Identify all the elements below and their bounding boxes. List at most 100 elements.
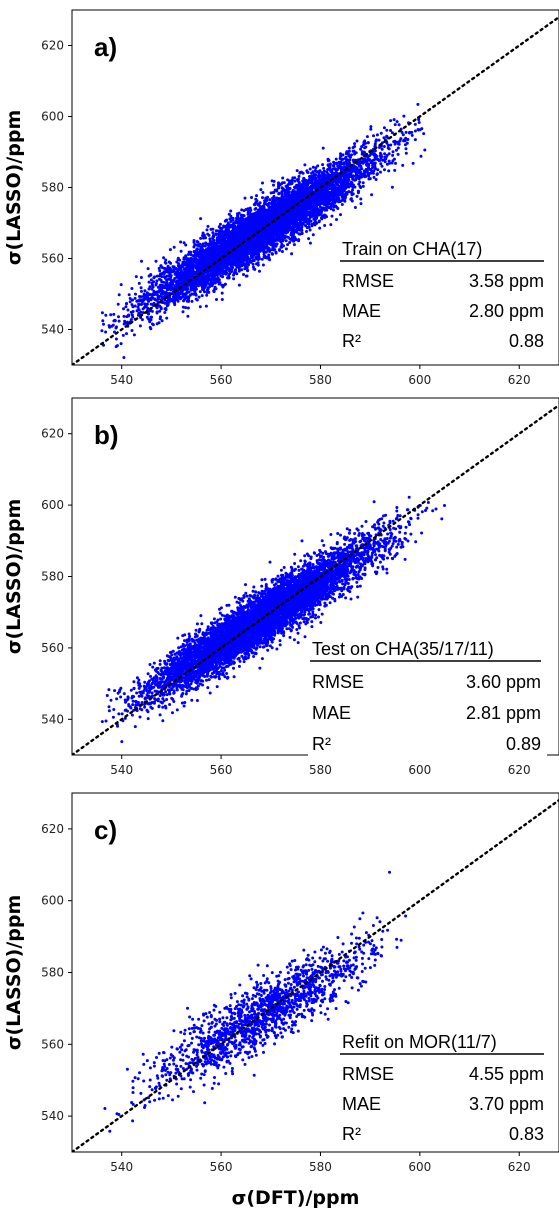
data-point [181,305,185,309]
data-point [207,243,211,247]
data-point [243,196,247,200]
data-point [297,183,301,187]
data-point [149,315,153,319]
data-point [182,241,186,245]
data-point [295,183,299,187]
data-point [336,207,340,210]
data-point [332,208,335,212]
data-point [196,240,200,244]
data-point [274,250,278,254]
data-point [137,303,141,307]
data-point [246,269,250,273]
data-point [100,329,104,333]
data-point [372,175,376,179]
data-point [271,252,274,256]
panel-1: 540 560 580 600 620540560580600620σ(LASSO)/p… [3,9,559,387]
data-point [229,265,233,268]
data-point [353,169,356,173]
data-point [406,138,410,141]
data-point [195,247,199,251]
data-point [147,274,151,278]
data-point [368,177,372,181]
data-point [300,231,304,235]
data-point [376,168,380,172]
data-point [300,225,304,229]
data-point [361,184,365,188]
data-point [335,218,338,221]
data-point [205,293,209,297]
data-point [190,292,194,296]
data-point [139,310,143,314]
data-point [339,213,342,217]
data-point [228,272,231,276]
data-point [150,293,153,297]
data-point [337,193,341,197]
data-point [372,169,376,173]
data-point [340,203,344,206]
data-point [284,239,288,243]
data-point [164,258,168,262]
data-point [146,298,150,302]
data-point [137,281,141,285]
data-point [332,205,336,209]
data-point [137,308,141,312]
data-point [252,258,256,262]
data-point [366,141,370,145]
data-point [150,283,154,287]
data-point [149,298,153,302]
data-point [259,188,263,192]
data-point [310,224,314,228]
data-point [374,178,378,181]
data-point [163,311,167,314]
data-point [372,134,375,138]
data-point [147,280,151,284]
data-point [392,118,396,122]
data-point [119,342,123,346]
data-point [139,276,143,279]
data-point [170,285,174,289]
data-point [391,153,395,157]
data-point [383,168,386,172]
data-point [322,166,326,170]
data-point [423,148,427,152]
data-point [232,277,236,281]
data-point [149,302,153,306]
data-point [100,311,104,315]
data-point [380,147,384,151]
data-point [162,256,166,260]
data-point [175,260,179,264]
data-point [140,289,143,293]
data-point [297,174,301,178]
data-point [351,192,355,196]
data-point [261,181,264,185]
data-point [393,123,397,127]
data-point [153,290,157,294]
data-point [387,152,391,156]
data-point [145,291,149,295]
data-point [404,151,408,155]
data-point [401,163,405,167]
data-point [115,325,118,329]
data-point [269,191,273,195]
data-point [393,168,397,172]
data-point [214,229,218,233]
data-point [262,252,266,256]
data-point [160,288,163,292]
data-point [318,226,322,230]
data-point [161,290,165,294]
data-point [221,275,225,279]
data-point [291,188,295,192]
data-point [117,293,121,297]
data-point [307,237,311,241]
data-point [286,243,290,247]
data-point [268,258,272,262]
data-point [141,307,145,311]
data-point [383,152,387,156]
data-point [278,248,281,252]
data-point [330,214,334,218]
data-point [389,143,393,147]
data-point [242,273,245,276]
data-point [303,163,307,167]
data-point [335,195,339,199]
data-point [130,303,134,307]
